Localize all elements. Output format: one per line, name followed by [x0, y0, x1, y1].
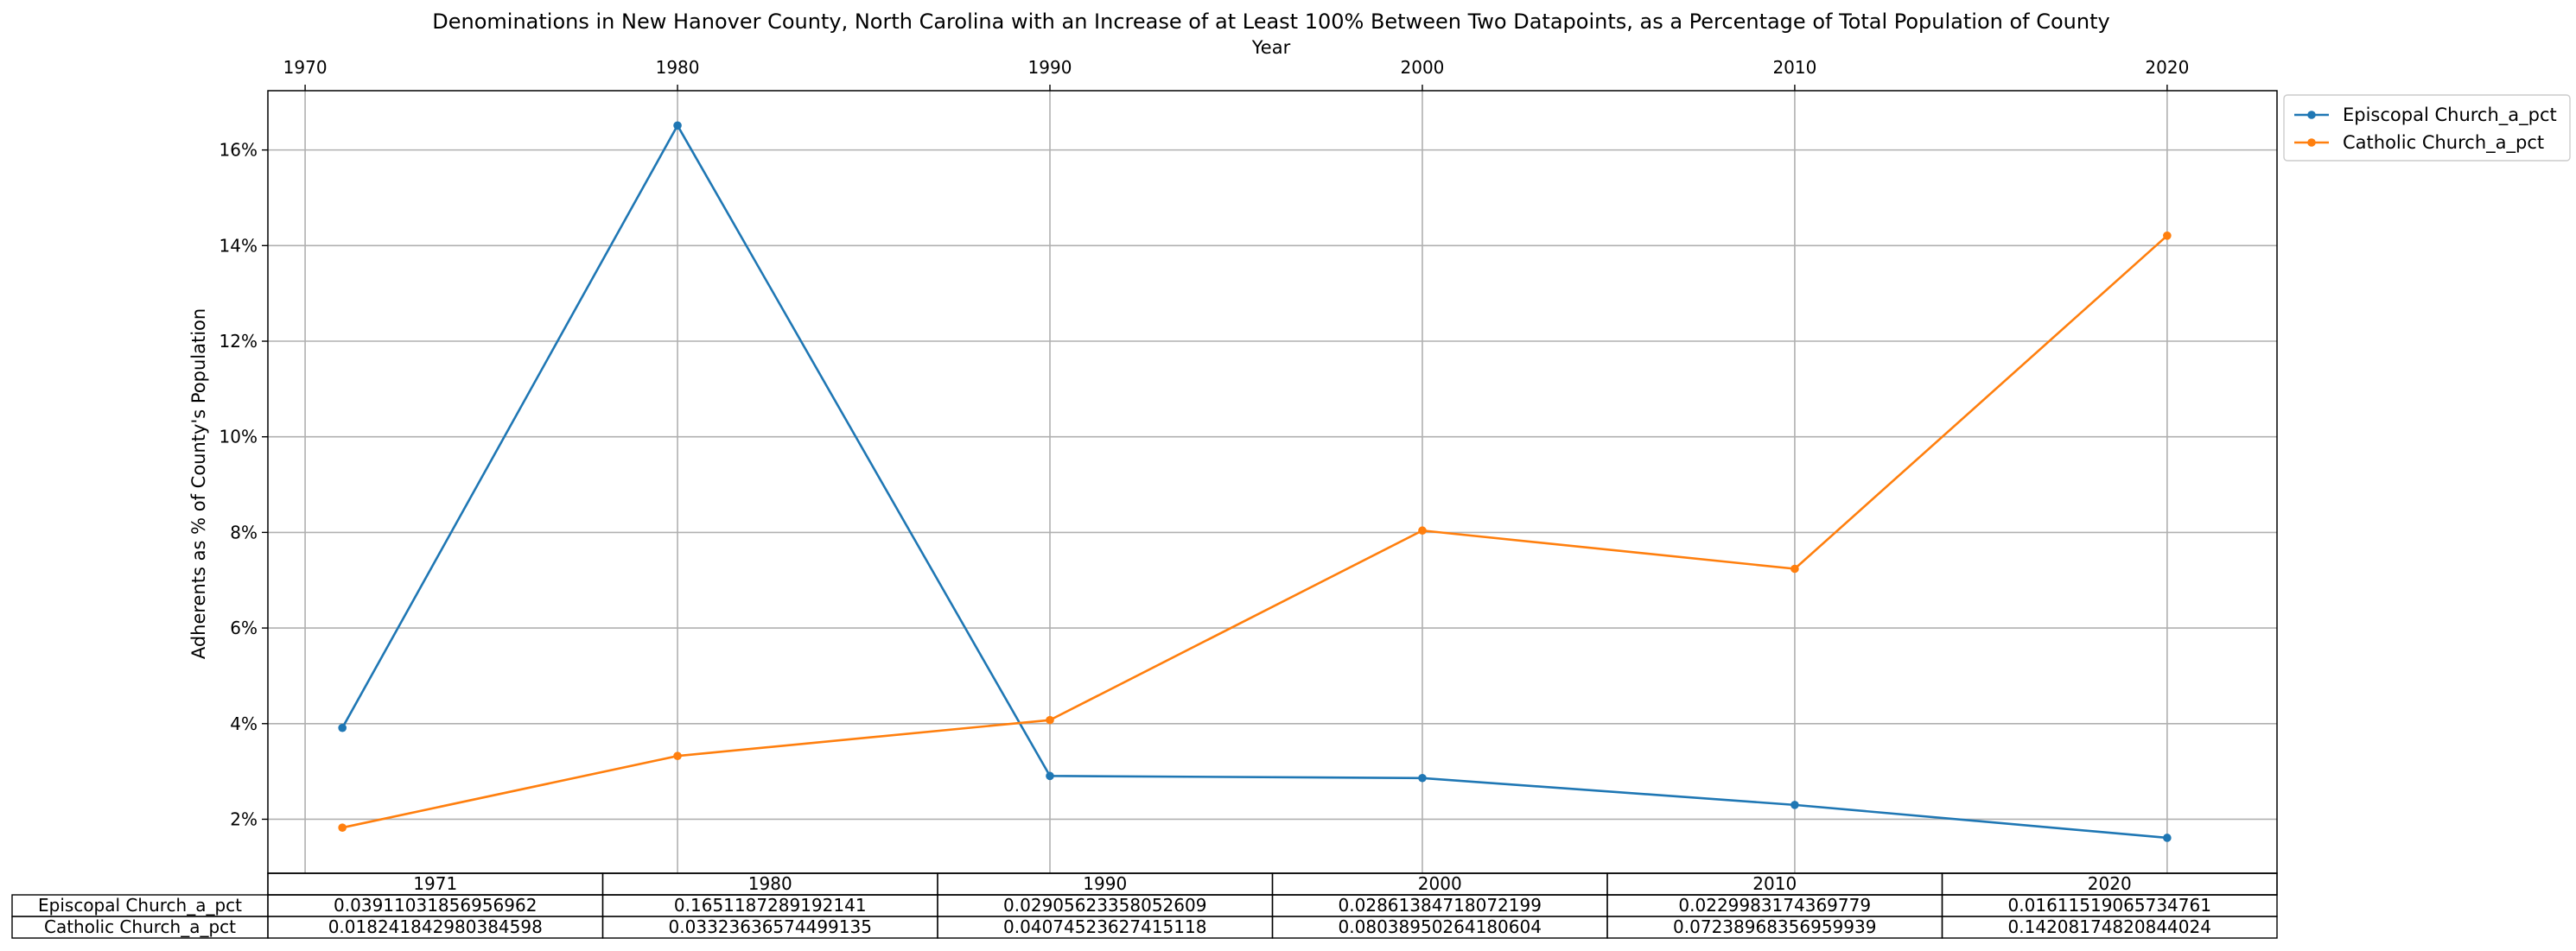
table-cell-value: 0.018241842980384598 [328, 916, 543, 937]
series-0-point [2163, 834, 2172, 842]
y-axis-ticks: 2% 4% 6% 8% 10% 12% 14% 16% [219, 140, 268, 829]
legend-marker [2307, 111, 2316, 119]
series-1-point [338, 823, 347, 832]
table-cell-value: 0.02861384718072199 [1339, 895, 1542, 916]
legend-frame [2283, 94, 2571, 162]
x-tick-label: 1990 [1028, 57, 1072, 78]
series-1-point [673, 751, 682, 761]
x-tick-label: 2010 [1772, 57, 1816, 78]
table-column-label: 2020 [2088, 873, 2132, 894]
table-cell-value: 0.03323636574499135 [669, 916, 872, 937]
table-column-label: 1971 [413, 873, 457, 894]
y-tick-label: 4% [230, 713, 258, 734]
table-row-label: Catholic Church_a_pct [44, 916, 236, 937]
legend-label: Catholic Church_a_pct [2343, 132, 2544, 154]
table-cell-value: 0.14208174820844024 [2008, 916, 2211, 937]
table-cell-value: 0.08038950264180604 [1339, 916, 1542, 937]
series-0-point [673, 121, 682, 130]
table-row-label: Episcopal Church_a_pct [38, 895, 242, 916]
table-cell-value: 0.01611519065734761 [2008, 895, 2211, 916]
data-table: 1971 1980 1990 2000 2010 2020 Episcopal Church… [11, 872, 2278, 939]
series-1-point [1418, 526, 1427, 536]
table-cell-value: 0.1651187289192141 [674, 895, 867, 916]
table-cell-value: 0.07238968356959939 [1673, 916, 1876, 937]
legend-marker [2307, 138, 2316, 147]
series-1-point [1046, 715, 1054, 725]
x-tick-label: 1970 [283, 57, 328, 78]
x-tick-label: 2020 [2145, 57, 2189, 78]
y-tick-label: 8% [230, 522, 258, 542]
series-1-point [2163, 231, 2172, 240]
x-axis-label: Year [1251, 37, 1291, 58]
y-axis-label: Adherents as % of County's Population [188, 308, 209, 659]
table-cell-value: 0.0229983174369779 [1678, 895, 1871, 916]
y-tick-label: 12% [219, 331, 258, 352]
series-0-point [1418, 773, 1427, 783]
series-0-point [338, 723, 347, 732]
y-tick-label: 10% [219, 427, 258, 447]
legend-label: Episcopal Church_a_pct [2343, 105, 2557, 126]
table-column-label: 1980 [748, 873, 792, 894]
y-tick-label: 6% [230, 618, 258, 638]
series-1-point [1790, 564, 1799, 574]
x-tick-label: 2000 [1401, 57, 1445, 78]
series-line-1 [341, 234, 2168, 829]
table-cell [1941, 916, 2278, 939]
chart-title: Denominations in New Hanover County, Nor… [432, 10, 2109, 34]
table-cell-value: 0.03911031856956962 [334, 895, 537, 916]
y-tick-label: 16% [219, 140, 258, 161]
plot-frame [267, 90, 2278, 874]
grid [268, 91, 2277, 873]
table-cell-value: 0.02905623358052609 [1003, 895, 1206, 916]
table-column-label: 2010 [1752, 873, 1797, 894]
legend: Episcopal Church_a_pct Catholic Church_a_… [2283, 94, 2571, 162]
series-0-point [1790, 801, 1799, 809]
series-0-point [1046, 771, 1054, 781]
series-lines [338, 121, 2172, 842]
x-axis-ticks: 1970 1980 1990 2000 2010 2020 [283, 57, 2189, 91]
series-line-0 [341, 124, 2167, 840]
x-tick-label: 1980 [656, 57, 700, 78]
table-column-label: 1990 [1083, 873, 1127, 894]
table-column-label: 2000 [1418, 873, 1462, 894]
y-tick-label: 2% [230, 808, 258, 829]
y-tick-label: 14% [219, 235, 258, 256]
table-cell-value: 0.04074523627415118 [1003, 916, 1206, 937]
